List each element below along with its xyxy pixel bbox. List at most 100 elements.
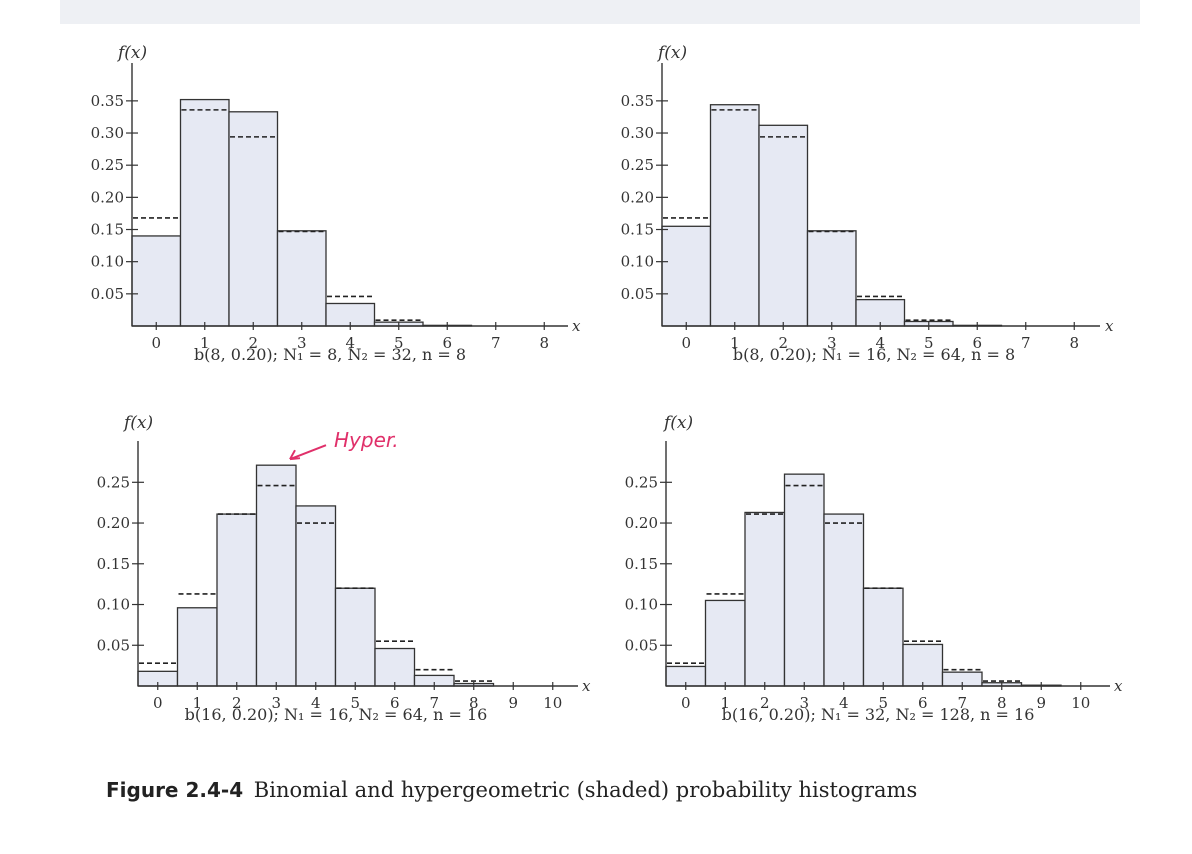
y-tick-label: 0.30 bbox=[91, 124, 124, 142]
y-tick-label: 0.25 bbox=[625, 473, 658, 491]
x-tick-label: 1 bbox=[200, 334, 210, 352]
y-tick-label: 0.20 bbox=[97, 514, 130, 532]
x-tick-label: 10 bbox=[1071, 694, 1090, 712]
histogram-bottom-left: 0.05 0.10 0.15 0.20 0.25 0 1 2 3 4 5 6 7 8 9 10 f(x) x b(1… bbox=[97, 413, 591, 724]
x-tick-label: 7 bbox=[491, 334, 501, 352]
hypergeometric-bar-4 bbox=[823, 513, 865, 687]
x-tick-label: 6 bbox=[390, 694, 400, 712]
x-tick-label: 0 bbox=[681, 334, 691, 352]
y-tick-label: 0.05 bbox=[621, 285, 654, 303]
figure-number: Figure 2.4-4 bbox=[106, 778, 244, 802]
hypergeometric-bar-0 bbox=[131, 235, 182, 327]
y-tick-label: 0.15 bbox=[625, 555, 658, 573]
x-tick-label: 4 bbox=[839, 694, 849, 712]
hypergeometric-bar-2 bbox=[216, 513, 258, 687]
y-tick-label: 0.10 bbox=[91, 253, 124, 271]
hypergeometric-bar-1 bbox=[176, 607, 218, 687]
y-axis-label: f(x) bbox=[656, 43, 687, 63]
x-tick-label: 7 bbox=[957, 694, 967, 712]
x-tick-label: 0 bbox=[681, 694, 691, 712]
hypergeometric-bar-2 bbox=[744, 511, 786, 687]
x-tick-label: 2 bbox=[778, 334, 788, 352]
x-axis-label: x bbox=[582, 677, 591, 695]
x-tick-label: 2 bbox=[760, 694, 770, 712]
hypergeometric-bar-1 bbox=[704, 599, 746, 687]
histogram-bottom-right: 0.05 0.10 0.15 0.20 0.25 0 1 2 3 4 5 6 7 8 9 10 f(x) x b(1… bbox=[625, 413, 1123, 724]
annotation-arrow bbox=[289, 444, 327, 461]
x-tick-label: 6 bbox=[972, 334, 982, 352]
y-tick-label: 0.20 bbox=[625, 514, 658, 532]
x-tick-label: 5 bbox=[924, 334, 934, 352]
y-tick-label: 0.30 bbox=[621, 124, 654, 142]
y-tick-label: 0.10 bbox=[625, 596, 658, 614]
x-tick-label: 4 bbox=[345, 334, 355, 352]
chart-subtitle: b(8, 0.20); N₁ = 16, N₂ = 64, n = 8 bbox=[733, 345, 1015, 364]
x-tick-label: 1 bbox=[192, 694, 202, 712]
x-tick-label: 4 bbox=[875, 334, 885, 352]
y-tick-label: 0.05 bbox=[625, 636, 658, 654]
y-tick-label: 0.10 bbox=[621, 253, 654, 271]
hypergeometric-bar-0 bbox=[661, 225, 712, 327]
annotation-text: Hyper. bbox=[334, 428, 399, 452]
histogram-top-right: 0.05 0.10 0.15 0.20 0.25 0.30 0.35 0 1 2 3 4 5 6 7 8 f(x… bbox=[621, 43, 1114, 364]
x-tick-label: 5 bbox=[878, 694, 888, 712]
x-tick-label: 4 bbox=[311, 694, 321, 712]
y-axis-label: f(x) bbox=[116, 43, 147, 63]
hypergeometric-bar-6 bbox=[374, 647, 416, 687]
x-axis-label: x bbox=[1105, 317, 1114, 335]
y-tick-label: 0.15 bbox=[91, 221, 124, 239]
x-tick-label: 10 bbox=[543, 694, 562, 712]
x-tick-label: 8 bbox=[539, 334, 549, 352]
y-tick-label: 0.20 bbox=[621, 188, 654, 206]
x-tick-label: 0 bbox=[151, 334, 161, 352]
y-tick-label: 0.35 bbox=[621, 92, 654, 110]
y-tick-label: 0.20 bbox=[91, 188, 124, 206]
x-tick-label: 7 bbox=[1021, 334, 1031, 352]
hypergeometric-bar-2 bbox=[758, 124, 809, 327]
y-axis-label: f(x) bbox=[662, 413, 693, 433]
hypergeometric-bar-1 bbox=[709, 104, 760, 327]
x-tick-label: 5 bbox=[350, 694, 360, 712]
hypergeometric-bar-3 bbox=[806, 230, 857, 327]
top-band bbox=[60, 0, 1140, 24]
x-tick-label: 3 bbox=[297, 334, 307, 352]
x-tick-label: 3 bbox=[827, 334, 837, 352]
x-tick-label: 9 bbox=[1036, 694, 1046, 712]
x-axis-label: x bbox=[572, 317, 581, 335]
figure-caption: Figure 2.4-4 Binomial and hypergeometric… bbox=[106, 778, 1106, 802]
y-tick-label: 0.25 bbox=[97, 473, 130, 491]
x-tick-label: 8 bbox=[469, 694, 479, 712]
x-tick-label: 3 bbox=[271, 694, 281, 712]
x-tick-label: 1 bbox=[730, 334, 740, 352]
chart-subtitle: b(16, 0.20); N₁ = 16, N₂ = 64, n = 16 bbox=[185, 705, 488, 724]
x-tick-label: 2 bbox=[248, 334, 258, 352]
y-tick-label: 0.25 bbox=[621, 156, 654, 174]
x-tick-label: 6 bbox=[442, 334, 452, 352]
hypergeometric-bar-3 bbox=[276, 230, 327, 327]
x-tick-label: 8 bbox=[997, 694, 1007, 712]
hypergeometric-bar-1 bbox=[179, 98, 230, 327]
x-axis-label: x bbox=[1114, 677, 1123, 695]
x-tick-label: 0 bbox=[153, 694, 163, 712]
x-tick-label: 3 bbox=[799, 694, 809, 712]
x-tick-label: 2 bbox=[232, 694, 242, 712]
y-tick-label: 0.10 bbox=[97, 596, 130, 614]
hypergeometric-bar-6 bbox=[902, 643, 944, 687]
y-tick-label: 0.05 bbox=[97, 636, 130, 654]
hypergeometric-bar-5 bbox=[862, 587, 904, 687]
y-tick-label: 0.35 bbox=[91, 92, 124, 110]
hypergeometric-bar-2 bbox=[228, 111, 279, 327]
hypergeometric-bar-3 bbox=[783, 473, 825, 687]
histogram-top-left: 0.05 0.10 0.15 0.20 0.25 0.30 0.35 0 1 2 3 4 5 6 7 8 f(x… bbox=[91, 43, 581, 364]
x-tick-label: 9 bbox=[508, 694, 518, 712]
x-tick-label: 5 bbox=[394, 334, 404, 352]
chart-subtitle: b(16, 0.20); N₁ = 32, N₂ = 128, n = 16 bbox=[722, 705, 1035, 724]
x-tick-label: 8 bbox=[1069, 334, 1079, 352]
y-tick-label: 0.05 bbox=[91, 285, 124, 303]
figure-caption-text: Binomial and hypergeometric (shaded) pro… bbox=[253, 778, 918, 802]
y-tick-label: 0.15 bbox=[97, 555, 130, 573]
x-tick-label: 7 bbox=[429, 694, 439, 712]
y-tick-label: 0.15 bbox=[621, 221, 654, 239]
y-tick-label: 0.25 bbox=[91, 156, 124, 174]
